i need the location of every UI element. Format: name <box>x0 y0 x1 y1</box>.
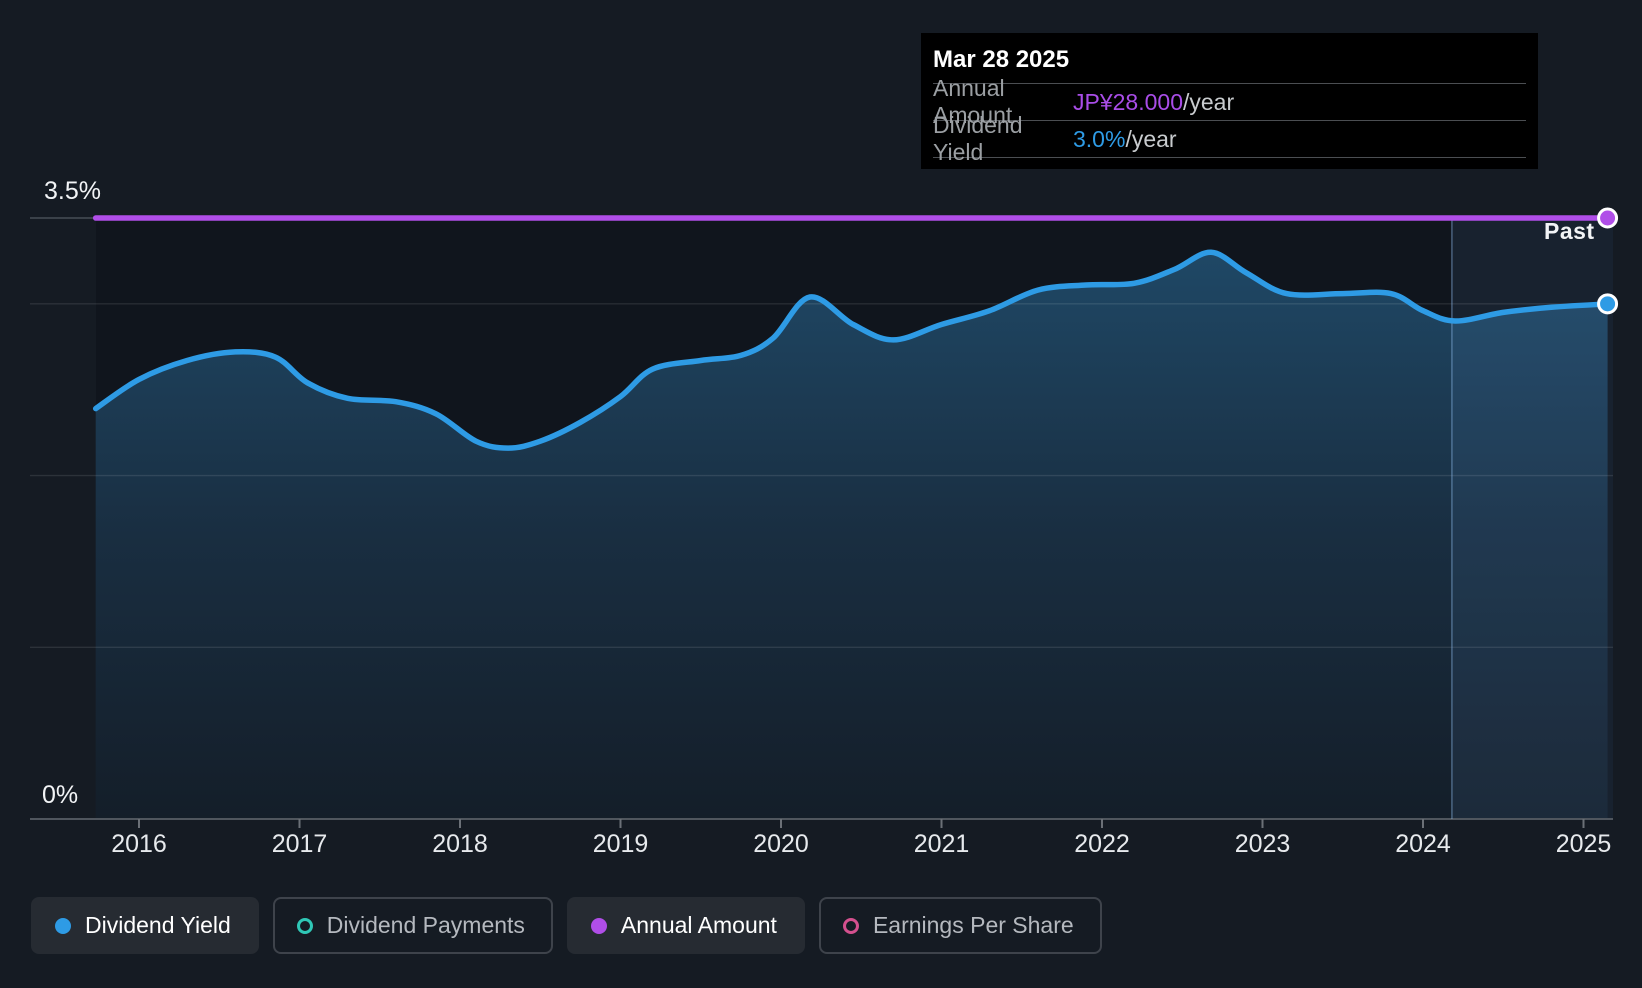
x-axis-label: 2023 <box>1235 830 1291 858</box>
dividend-yield-line <box>92 249 1611 451</box>
tooltip-row-annual-amount: Annual Amount JP¥28.000 /year <box>933 75 1526 128</box>
legend-label: Dividend Yield <box>85 912 231 938</box>
legend-item-annual-amount[interactable]: Annual Amount <box>566 897 805 954</box>
x-axis-label: 2019 <box>593 830 649 858</box>
chart-tooltip: Mar 28 2025 Annual Amount JP¥28.000 /yea… <box>921 33 1538 169</box>
annual-amount-dot-icon <box>590 917 607 934</box>
tooltip-date: Mar 28 2025 <box>933 46 1070 73</box>
chart-legend: Dividend Yield Dividend Payments Annual … <box>31 897 1102 954</box>
legend-label: Earnings Per Share <box>872 912 1074 938</box>
legend-item-dividend-payments[interactable]: Dividend Payments <box>272 897 553 954</box>
x-axis-label: 2017 <box>272 830 328 858</box>
x-axis-label: 2022 <box>1074 830 1130 858</box>
x-axis-label: 2024 <box>1395 830 1451 858</box>
tooltip-label: Dividend Yield <box>933 112 1023 165</box>
x-axis-label: 2020 <box>753 830 809 858</box>
y-axis-label-top: 3.5% <box>44 177 101 205</box>
x-axis-label: 2021 <box>914 830 970 858</box>
dividend-yield-area <box>95 252 1608 819</box>
dividend-payments-ring-icon <box>296 917 313 934</box>
legend-item-earnings-per-share[interactable]: Earnings Per Share <box>818 897 1102 954</box>
annual-amount-endpoint-marker <box>1597 207 1619 229</box>
past-label: Past <box>1544 218 1595 244</box>
legend-label: Annual Amount <box>620 912 777 938</box>
x-axis-label: 2016 <box>111 830 167 858</box>
tooltip-value-suffix: /year <box>1182 88 1235 115</box>
tooltip-value: 3.0% <box>1073 125 1126 152</box>
legend-label: Dividend Payments <box>326 912 525 938</box>
tooltip-label: Annual Amount <box>933 75 1013 128</box>
tooltip-value-suffix: /year <box>1125 125 1177 152</box>
tooltip-value: JP¥28.000 <box>1073 88 1183 115</box>
legend-item-dividend-yield[interactable]: Dividend Yield <box>31 897 259 954</box>
x-axis-label: 2018 <box>432 830 488 858</box>
x-axis-label: 2025 <box>1556 830 1612 858</box>
dividend-yield-endpoint-marker <box>1597 293 1619 315</box>
dividend-yield-dot-icon <box>55 917 71 934</box>
earnings-per-share-ring-icon <box>842 917 859 934</box>
y-axis-label-bottom: 0% <box>42 781 79 809</box>
tooltip-row-dividend-yield: Dividend Yield 3.0% /year <box>933 112 1526 165</box>
